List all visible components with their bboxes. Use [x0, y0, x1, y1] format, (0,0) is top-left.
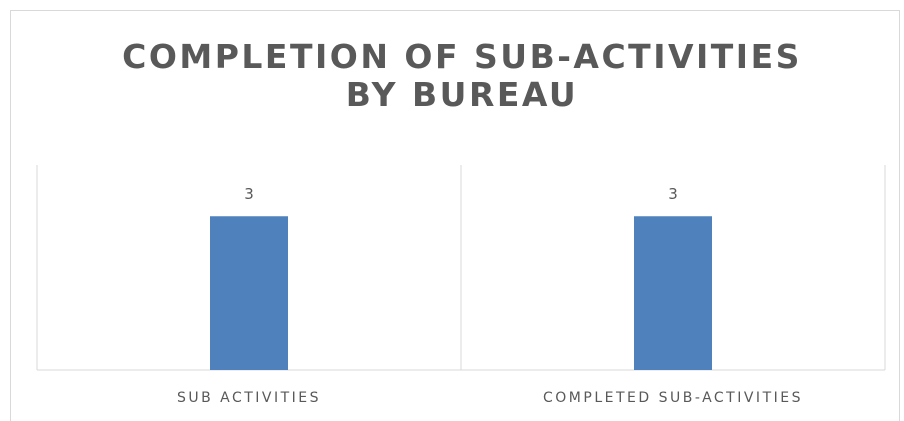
chart-title: COMPLETION OF SUB-ACTIVITIES BY BUREAU	[122, 37, 802, 114]
x-tick-label: SUB ACTIVITIES	[177, 390, 321, 406]
chart-border	[10, 10, 900, 421]
data-label: 3	[668, 185, 678, 203]
bar	[634, 216, 712, 370]
bar	[210, 216, 288, 370]
x-tick-label: COMPLETED SUB-ACTIVITIES	[543, 390, 803, 406]
data-label: 3	[244, 185, 254, 203]
